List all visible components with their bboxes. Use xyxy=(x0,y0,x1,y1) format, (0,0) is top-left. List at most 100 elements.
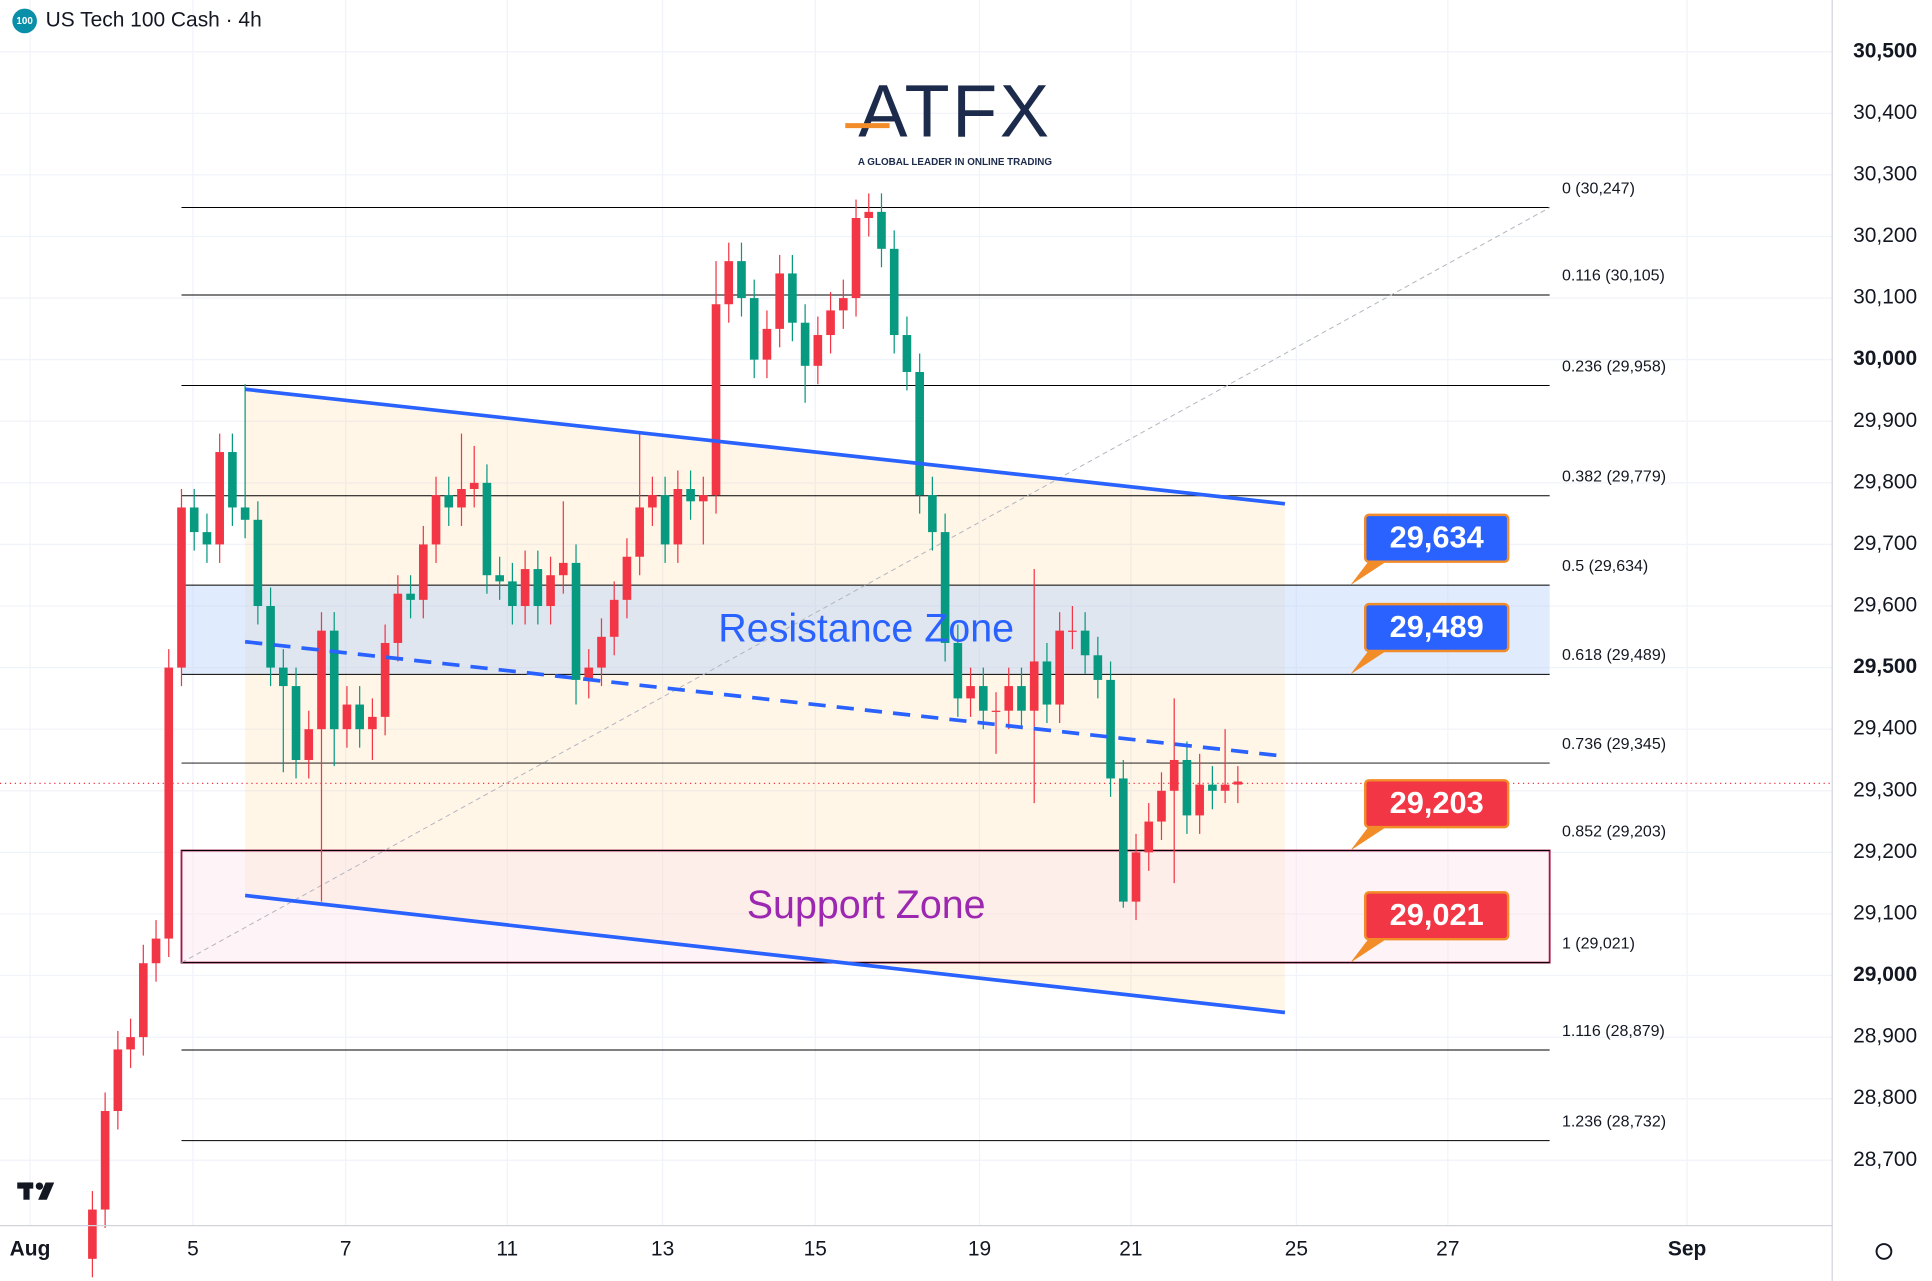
candle-body xyxy=(584,667,594,680)
grid xyxy=(0,0,1833,1226)
chart-title[interactable]: US Tech 100 Cash · 4h xyxy=(46,8,262,31)
candle-body xyxy=(1017,686,1026,711)
callout-label: 29,634 xyxy=(1390,520,1484,555)
candle-body xyxy=(966,686,975,699)
candle-body xyxy=(202,532,212,545)
callout-label: 29,203 xyxy=(1390,785,1484,820)
y-tick-label: 30,200 xyxy=(1853,224,1917,247)
candle-body xyxy=(1080,630,1090,656)
symbol-icon-text: 100 xyxy=(16,16,33,27)
channel-line xyxy=(244,387,1286,506)
y-tick-label: 29,100 xyxy=(1853,901,1917,924)
candle-body xyxy=(1182,759,1192,816)
candle-body xyxy=(546,575,555,607)
x-tick-label: Aug xyxy=(10,1238,51,1261)
zone-label: Resistance Zone xyxy=(718,606,1014,650)
candle-body xyxy=(1004,686,1014,711)
candle-body xyxy=(660,495,670,545)
tv-logo-part xyxy=(23,1182,30,1200)
callout-box xyxy=(1363,891,1510,941)
candle-body xyxy=(902,335,912,372)
y-tick-label: 30,300 xyxy=(1853,162,1917,185)
y-tick-label: 29,800 xyxy=(1853,470,1917,493)
candle-body xyxy=(775,273,784,329)
x-tick-label: 7 xyxy=(340,1238,352,1261)
y-tick-label: 29,500 xyxy=(1853,655,1917,678)
callout-box xyxy=(1363,779,1510,829)
candle-body xyxy=(698,495,708,502)
candle-body xyxy=(1055,630,1064,705)
candle-body xyxy=(164,667,174,939)
candle-body xyxy=(673,488,683,545)
candle-body xyxy=(189,507,199,533)
candle-body xyxy=(940,532,950,643)
fib-label: 0.382 (29,779) xyxy=(1562,469,1666,486)
candle-body xyxy=(635,507,644,557)
callout-pointer xyxy=(1350,648,1390,675)
candle-body xyxy=(991,710,1001,712)
candle-body xyxy=(838,298,848,311)
x-tick-label: 25 xyxy=(1285,1238,1308,1261)
candle-body xyxy=(1195,784,1204,816)
candle-body xyxy=(1068,630,1077,632)
candle-body xyxy=(826,310,835,336)
candle-body xyxy=(151,938,161,964)
candle-body xyxy=(571,562,581,680)
fib-label: 1.116 (28,879) xyxy=(1562,1023,1665,1040)
candle-body xyxy=(953,642,963,699)
candle-body xyxy=(1042,661,1052,705)
settings-icon[interactable] xyxy=(1875,1243,1893,1260)
x-tick-label: Sep xyxy=(1668,1238,1706,1261)
callout-label: 29,021 xyxy=(1390,897,1484,932)
candle-body xyxy=(368,716,377,730)
callout-label: 29,489 xyxy=(1390,609,1484,644)
candle-body xyxy=(1106,679,1115,779)
candle-body xyxy=(380,642,390,717)
tv-logo-part xyxy=(35,1182,44,1190)
channel-line xyxy=(244,639,1286,759)
candle-body xyxy=(100,1111,110,1210)
candle-body xyxy=(266,606,275,668)
candle-body xyxy=(1220,784,1230,791)
tv-logo-part xyxy=(38,1182,55,1200)
candle-body xyxy=(113,1049,123,1112)
fib-label: 0.116 (30,105) xyxy=(1562,268,1665,285)
y-tick-label: 29,400 xyxy=(1853,717,1917,740)
candle-body xyxy=(444,495,454,508)
x-tick-label: 21 xyxy=(1119,1238,1142,1261)
x-tick-label: 19 xyxy=(968,1238,991,1261)
y-tick-label: 30,100 xyxy=(1853,286,1917,309)
candle-body xyxy=(851,218,861,299)
candle-body xyxy=(877,211,886,249)
candle-body xyxy=(278,667,288,687)
candle-body xyxy=(88,1209,97,1259)
candle-body xyxy=(495,575,504,582)
candle-body xyxy=(457,488,466,508)
candle-body xyxy=(622,556,632,600)
logo: ATFX xyxy=(858,70,1051,153)
candle-body xyxy=(126,1037,135,1050)
candle-body xyxy=(431,495,441,545)
candle-body xyxy=(520,569,530,607)
y-tick-label: 29,000 xyxy=(1853,963,1917,986)
fib-label: 0.236 (29,958) xyxy=(1562,358,1666,375)
candle-body xyxy=(215,452,224,545)
candle-body xyxy=(240,507,250,520)
candle-body xyxy=(1131,852,1141,902)
zone xyxy=(181,585,1550,675)
fib-label: 0.5 (29,634) xyxy=(1562,558,1648,575)
tv-logo xyxy=(17,1182,55,1200)
candle-body xyxy=(686,488,695,502)
candle-body xyxy=(533,569,543,607)
x-tick-label: 15 xyxy=(804,1238,827,1261)
fib-label: 0 (30,247) xyxy=(1562,180,1635,197)
candle-body xyxy=(342,704,352,730)
fib-label: 0.736 (29,345) xyxy=(1562,736,1666,753)
candle-body xyxy=(291,686,301,760)
logo-tagline: A GLOBAL LEADER IN ONLINE TRADING xyxy=(858,157,1053,168)
candle-body xyxy=(1029,661,1039,711)
symbol-icon[interactable] xyxy=(12,8,37,34)
overlays: Resistance Zone Support Zone 29,634 29,489 2… xyxy=(244,387,1510,1015)
zone-label: Support Zone xyxy=(747,883,986,927)
